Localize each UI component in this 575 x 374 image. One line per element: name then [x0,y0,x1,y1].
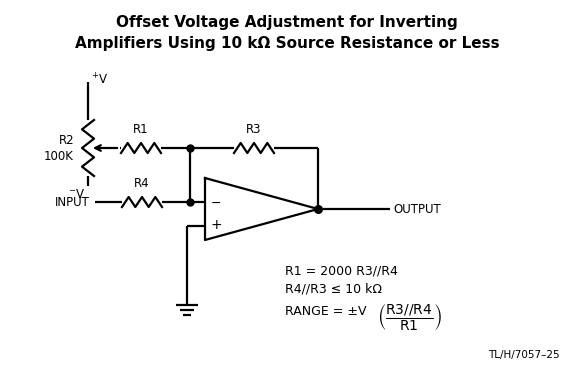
Text: INPUT: INPUT [55,196,90,208]
Text: R1: R1 [133,123,149,136]
Text: $^{+}$V: $^{+}$V [91,72,108,87]
Text: Offset Voltage Adjustment for Inverting: Offset Voltage Adjustment for Inverting [116,15,458,30]
Text: Amplifiers Using 10 kΩ Source Resistance or Less: Amplifiers Using 10 kΩ Source Resistance… [75,36,499,51]
Text: 100K: 100K [44,150,74,162]
Text: R4: R4 [134,177,150,190]
Text: R1 = 2000 R3//R4: R1 = 2000 R3//R4 [285,265,398,278]
Text: R3: R3 [246,123,262,136]
Text: OUTPUT: OUTPUT [393,202,441,215]
Text: R2: R2 [59,134,74,147]
Text: −: − [211,196,221,209]
Text: $\left(\dfrac{\rm R3//R4}{\rm R1}\right)$: $\left(\dfrac{\rm R3//R4}{\rm R1}\right)… [377,303,442,333]
Text: $^{-}$V: $^{-}$V [68,188,85,201]
Text: +: + [210,218,222,232]
Text: RANGE = ±V: RANGE = ±V [285,305,366,318]
Text: R4//R3 ≤ 10 kΩ: R4//R3 ≤ 10 kΩ [285,282,382,295]
Text: TL/H/7057–25: TL/H/7057–25 [488,350,560,360]
